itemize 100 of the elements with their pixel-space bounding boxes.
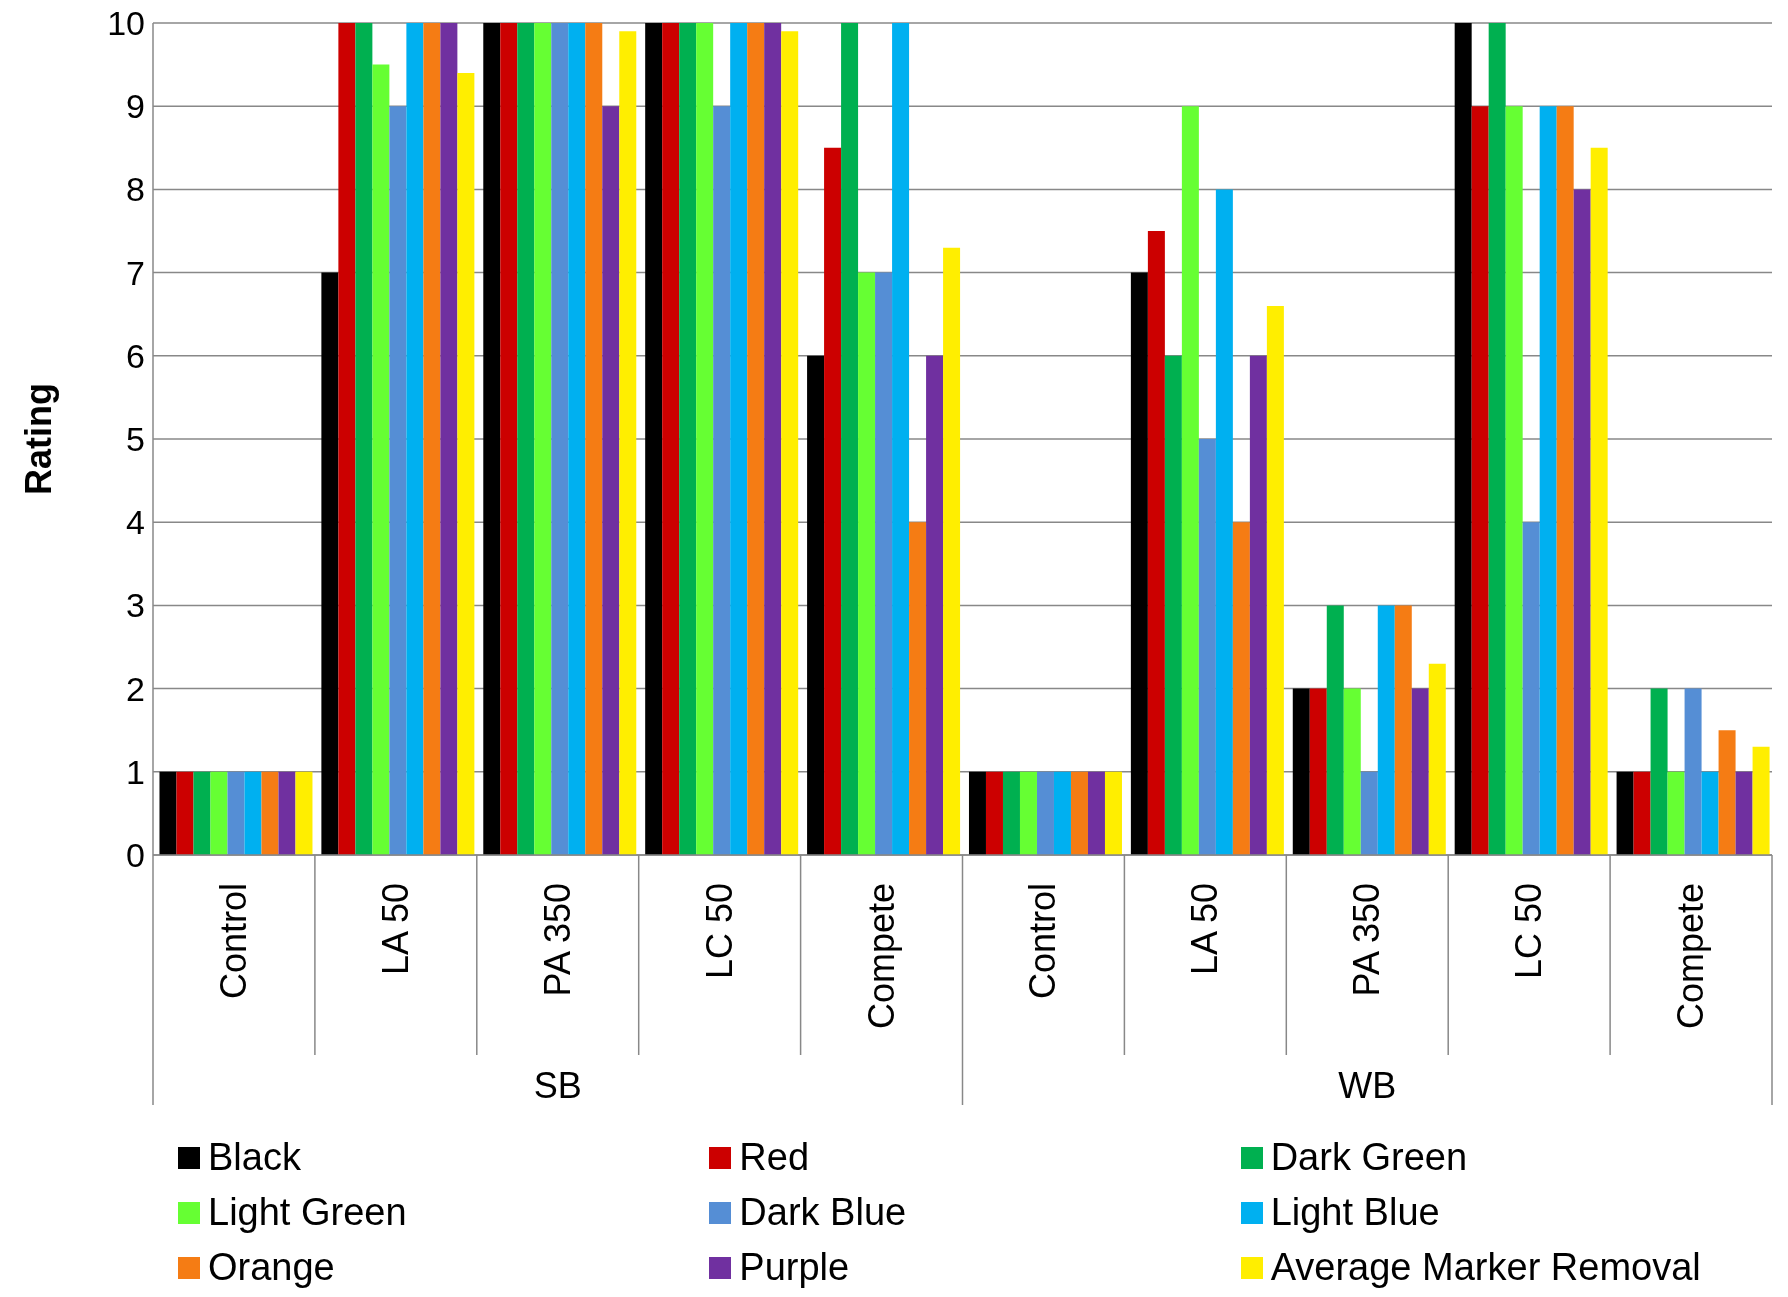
y-tick-label: 0: [126, 836, 145, 875]
bar: [1036, 771, 1054, 855]
bar: [1377, 605, 1395, 855]
bar: [985, 771, 1003, 855]
bar: [1070, 771, 1088, 855]
bar: [679, 23, 697, 855]
y-axis-title: Rating: [17, 383, 59, 495]
bar: [159, 771, 177, 855]
bar: [372, 64, 390, 855]
bar: [176, 771, 194, 855]
y-tick-label: 10: [107, 4, 145, 43]
bar: [781, 31, 799, 855]
bar: [1522, 522, 1540, 855]
bar: [551, 23, 569, 855]
x-tick-label: Control: [212, 883, 254, 1000]
bar: [1718, 730, 1736, 855]
legend-label: Orange: [208, 1246, 335, 1289]
bar: [1471, 106, 1489, 855]
bar: [1633, 771, 1651, 855]
bar: [457, 72, 475, 855]
x-tick-label: Compete: [1670, 883, 1712, 1030]
bar: [1019, 771, 1037, 855]
bar: [858, 272, 876, 855]
bar: [1735, 771, 1753, 855]
legend-label: Purple: [739, 1246, 850, 1289]
bar: [193, 771, 211, 855]
bar: [1198, 439, 1216, 855]
bar: [1701, 771, 1719, 855]
text: SB: [533, 1065, 582, 1106]
bar: [1343, 688, 1361, 855]
bar: [764, 23, 782, 855]
bar: [1752, 746, 1770, 855]
bar: [321, 272, 339, 855]
bar: [585, 23, 603, 855]
bar: [534, 23, 552, 855]
bar: [696, 23, 714, 855]
bar: [500, 23, 518, 855]
bar: [619, 31, 637, 855]
bar: [1181, 106, 1199, 855]
bar: [841, 23, 859, 855]
bar: [926, 355, 944, 855]
bar: [1309, 688, 1327, 855]
bar: [517, 23, 535, 855]
bar: [645, 23, 663, 855]
x-tick-label: PA 350: [536, 883, 578, 997]
bar: [244, 771, 262, 855]
bar: [909, 522, 927, 855]
legend-label: Red: [739, 1136, 810, 1179]
y-tick-label: 1: [126, 752, 145, 791]
bar: [1616, 771, 1634, 855]
bar: [1215, 189, 1233, 855]
bar: [389, 106, 407, 855]
bar: [261, 771, 279, 855]
bar: [892, 23, 910, 855]
bar: [227, 771, 245, 855]
bar: [943, 247, 961, 855]
bar: [713, 106, 731, 855]
bar: [875, 272, 893, 855]
bar: [483, 23, 501, 855]
bar: [1053, 771, 1071, 855]
y-tick-label: 9: [126, 87, 145, 126]
bar: [968, 771, 986, 855]
y-tick-label: 3: [126, 586, 145, 625]
legend-label: Black: [208, 1136, 301, 1179]
bar: [1292, 688, 1310, 855]
x-tick-label: Compete: [860, 883, 902, 1030]
bar: [355, 23, 373, 855]
bar: [1428, 663, 1446, 855]
x-tick-label: LA 50: [374, 883, 416, 976]
legend-label: Dark Blue: [739, 1191, 907, 1234]
bar: [406, 23, 424, 855]
legend-label: Light Green: [208, 1191, 407, 1234]
bar: [295, 771, 313, 855]
bar: [1360, 771, 1378, 855]
bar: [1232, 522, 1250, 855]
bar: [1650, 688, 1668, 855]
bar: [1573, 189, 1591, 855]
bar: [824, 147, 842, 855]
x-tick-label: LC 50: [698, 883, 740, 980]
y-tick-label: 4: [126, 503, 145, 542]
x-tick-label: LC 50: [1508, 883, 1550, 980]
bar: [1326, 605, 1344, 855]
x-tick-label: Control: [1022, 883, 1064, 1000]
bar: [568, 23, 586, 855]
bar: [1266, 305, 1284, 855]
y-tick-label: 5: [126, 420, 145, 459]
bar: [602, 106, 620, 855]
bar: [1411, 688, 1429, 855]
legend-label: Light Blue: [1270, 1191, 1440, 1234]
bar: [1505, 106, 1523, 855]
bar: [747, 23, 765, 855]
bar: [1556, 106, 1574, 855]
bar: [1002, 771, 1020, 855]
bar: [1087, 771, 1105, 855]
y-tick-label: 7: [126, 253, 145, 292]
bar: [1130, 272, 1148, 855]
x-tick-label: PA 350: [1346, 883, 1388, 997]
bar: [1147, 231, 1165, 855]
bar: [662, 23, 680, 855]
bar: [1667, 771, 1685, 855]
